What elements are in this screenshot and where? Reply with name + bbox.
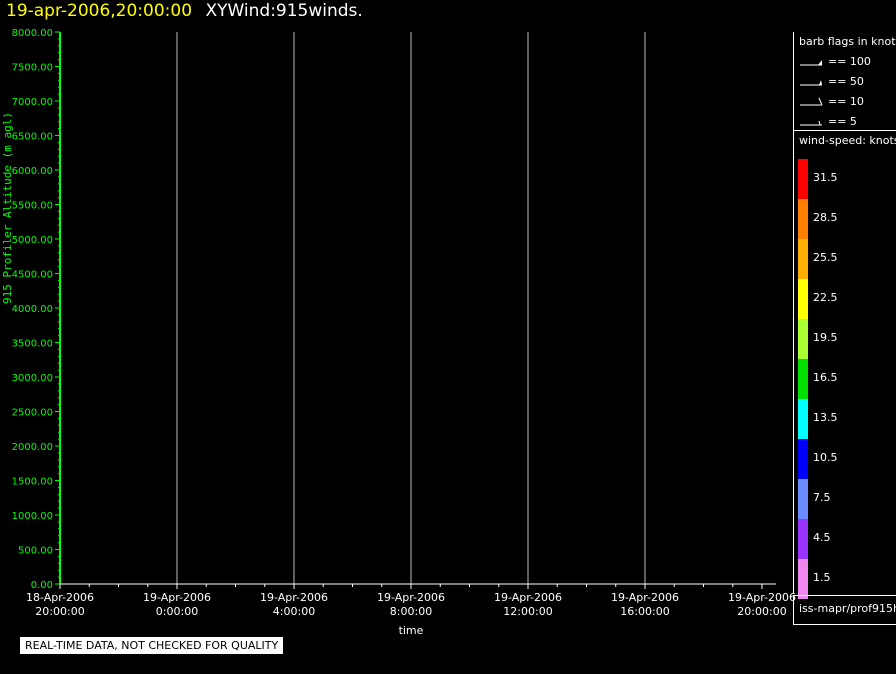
barb-5-icon (800, 120, 822, 126)
x-tick-date: 19-Apr-2006 (728, 591, 796, 604)
speed-label: 13.5 (813, 411, 838, 424)
barb-legend: barb flags in knots == 100 == 50 == 10 =… (793, 32, 896, 131)
speed-swatch (798, 559, 808, 599)
speed-swatch (798, 399, 808, 439)
barb-legend-label: == 50 (828, 75, 864, 88)
speed-label: 7.5 (813, 491, 831, 504)
speed-label: 10.5 (813, 451, 838, 464)
y-tick-label: 4000.00 (12, 304, 53, 315)
barb-legend-label: == 100 (828, 55, 871, 68)
x-tick-date: 19-Apr-2006 (143, 591, 211, 604)
x-tick-time: 20:00:00 (737, 605, 786, 618)
speed-label: 28.5 (813, 211, 838, 224)
y-tick-label: 3000.00 (12, 373, 53, 384)
speed-swatch (798, 239, 808, 279)
y-axis-label: 915 Profiler Altitude (m agl) (1, 112, 14, 304)
speed-swatch (798, 319, 808, 359)
speed-swatch (798, 359, 808, 399)
y-tick-label: 1500.00 (12, 477, 53, 488)
speed-swatch (798, 439, 808, 479)
speed-label: 22.5 (813, 291, 838, 304)
y-tick-label: 2500.00 (12, 408, 53, 419)
speed-swatch (798, 279, 808, 319)
barb-100-icon (800, 60, 822, 66)
x-tick-time: 16:00:00 (620, 605, 669, 618)
speed-label: 19.5 (813, 331, 838, 344)
x-tick-date: 19-Apr-2006 (611, 591, 679, 604)
source-label: iss-mapr/prof915h (799, 602, 896, 615)
speed-swatch (798, 519, 808, 559)
y-tick-label: 6500.00 (12, 132, 53, 143)
y-tick-label: 3500.00 (12, 339, 53, 350)
y-tick-label: 7500.00 (12, 63, 53, 74)
y-tick-label: 5000.00 (12, 235, 53, 246)
x-tick-time: 20:00:00 (35, 605, 84, 618)
y-tick-label: 5500.00 (12, 201, 53, 212)
y-tick-label: 8000.00 (12, 28, 53, 39)
speed-label: 4.5 (813, 531, 831, 544)
barb-legend-title: barb flags in knots (799, 35, 896, 48)
speed-swatch (798, 479, 808, 519)
y-tick-label: 500.00 (18, 546, 53, 557)
speed-label: 16.5 (813, 371, 838, 384)
source-label-box: iss-mapr/prof915h (793, 595, 896, 625)
x-tick-date: 18-Apr-2006 (26, 591, 94, 604)
x-tick-time: 0:00:00 (156, 605, 198, 618)
barb-10-icon (800, 97, 823, 106)
x-tick-date: 19-Apr-2006 (377, 591, 445, 604)
speed-label: 1.5 (813, 571, 831, 584)
speed-swatch (798, 199, 808, 239)
y-tick-label: 0.00 (31, 580, 53, 591)
x-tick-time: 12:00:00 (503, 605, 552, 618)
x-axis-label: time (399, 624, 424, 637)
y-tick-label: 4500.00 (12, 270, 53, 281)
speed-label: 25.5 (813, 251, 838, 264)
title-product: XYWind:915winds. (205, 1, 363, 21)
title-timestamp: 19-apr-2006,20:00:00 (6, 1, 193, 21)
y-tick-label: 6000.00 (12, 166, 53, 177)
barb-50-icon (800, 80, 822, 86)
x-tick-time: 4:00:00 (273, 605, 315, 618)
x-tick-date: 19-Apr-2006 (494, 591, 562, 604)
barb-legend-label: == 5 (828, 115, 857, 128)
y-tick-label: 1000.00 (12, 511, 53, 522)
x-tick-time: 8:00:00 (390, 605, 432, 618)
barb-legend-label: == 10 (828, 95, 864, 108)
y-tick-label: 2000.00 (12, 442, 53, 453)
plot-title: 19-apr-2006,20:00:00 XYWind:915winds. (6, 1, 363, 21)
quality-notice: REAL-TIME DATA, NOT CHECKED FOR QUALITY (19, 636, 285, 655)
speed-swatch (798, 159, 808, 199)
speed-legend-title: wind-speed: knots (799, 134, 896, 147)
speed-label: 31.5 (813, 171, 838, 184)
y-tick-label: 7000.00 (12, 97, 53, 108)
x-tick-date: 19-Apr-2006 (260, 591, 328, 604)
speed-legend: wind-speed: knots 31.5 28.5 25.5 22.5 19.5 16… (793, 131, 896, 599)
